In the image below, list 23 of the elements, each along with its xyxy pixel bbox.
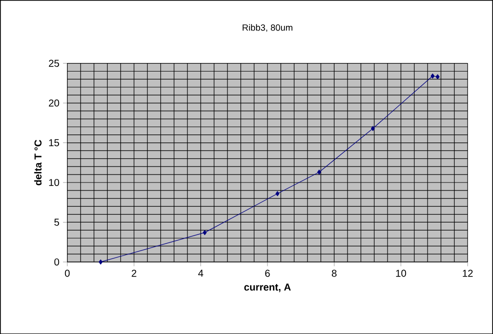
x-tick-label: 6 (265, 270, 270, 277)
x-tick-label: 8 (332, 270, 337, 277)
chart-title: Ribb3, 80um (242, 24, 292, 32)
point (98, 259, 103, 264)
y-tick-label: 0 (54, 258, 60, 266)
x-tick-label: 10 (396, 270, 406, 277)
x-axis-title: current, A (244, 284, 291, 292)
point (370, 126, 375, 131)
x-tick-label: 12 (462, 270, 473, 277)
x-tick-label: 0 (64, 270, 70, 277)
x-tick-label: 4 (198, 270, 204, 276)
y-tick-label: 10 (49, 178, 60, 186)
point (276, 191, 280, 196)
point (317, 170, 322, 175)
y-axis-title: delta T °C (34, 140, 42, 186)
point (430, 73, 435, 78)
x-tick-label: 2 (132, 270, 136, 277)
y-tick-label: 15 (49, 139, 60, 146)
y-tick-label: 20 (48, 99, 60, 106)
point (202, 230, 207, 235)
y-tick-label: 5 (54, 218, 60, 226)
y-tick-label: 25 (48, 60, 60, 67)
point (436, 74, 440, 80)
